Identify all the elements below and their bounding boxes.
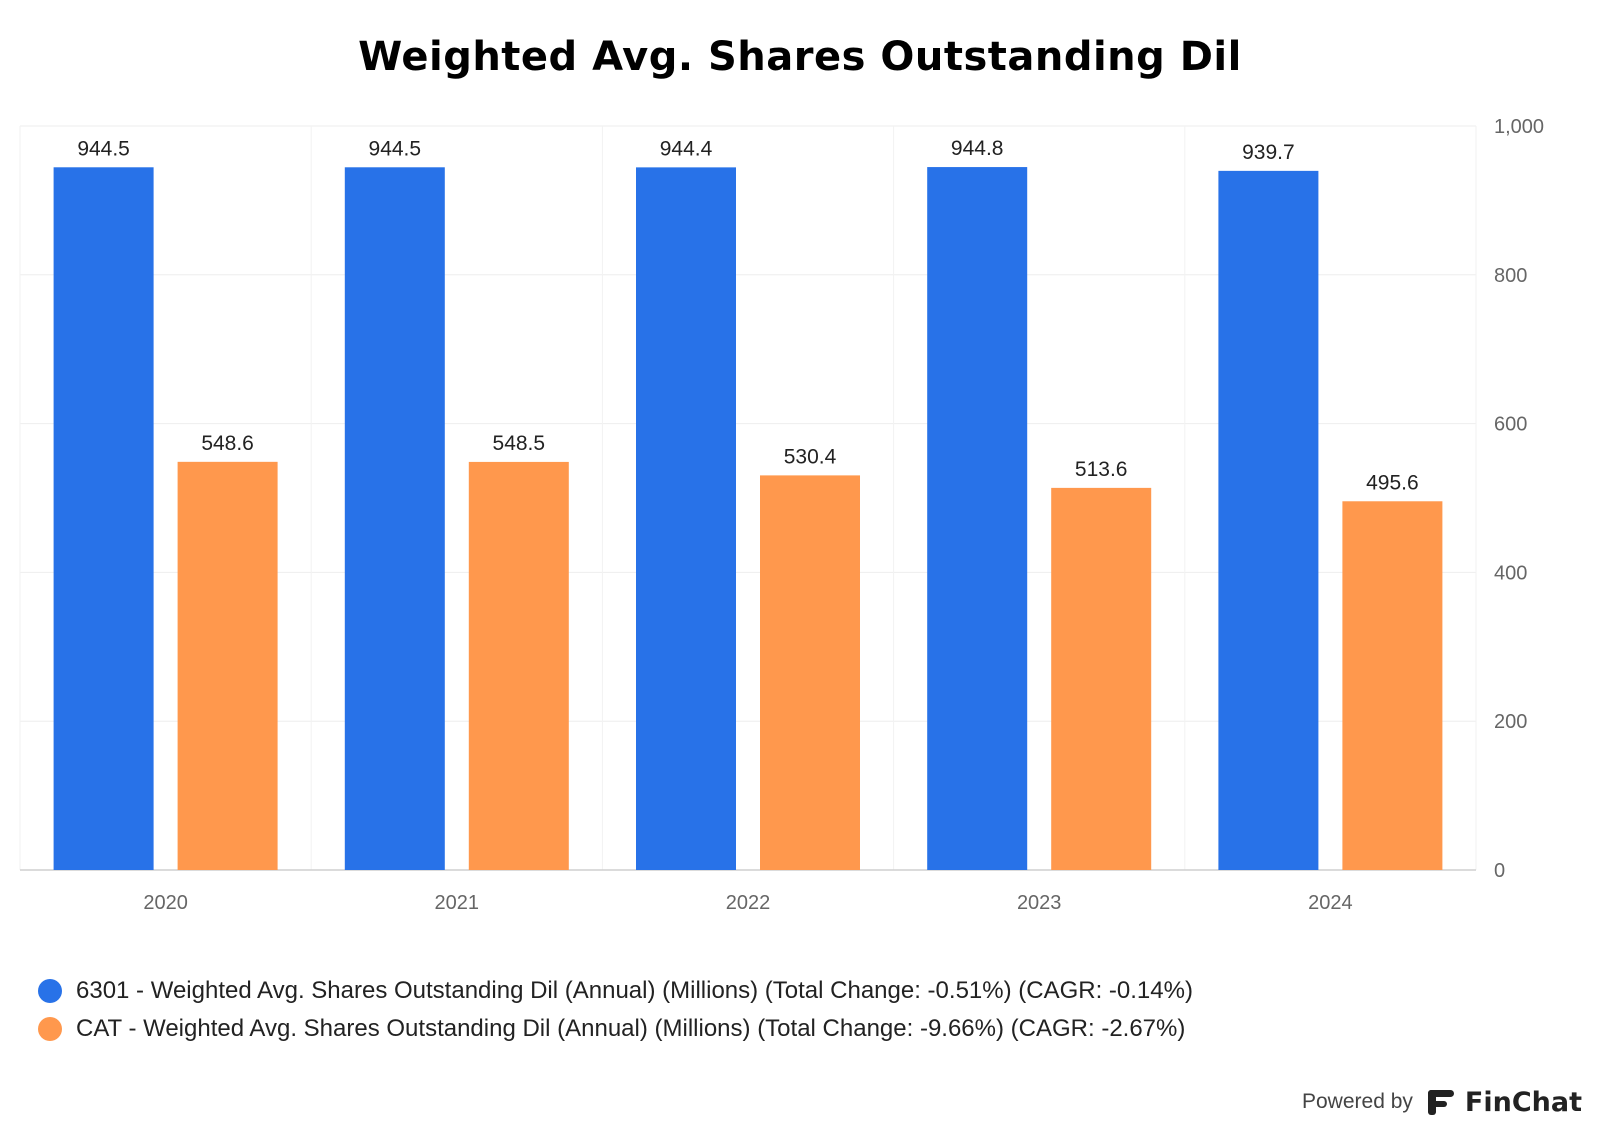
bar-value-label: 548.5	[493, 432, 546, 455]
powered-by-footer: Powered by FinChat	[1302, 1086, 1582, 1118]
legend-marker-icon	[38, 1017, 62, 1041]
x-tick-label: 2021	[435, 892, 480, 914]
legend-label: CAT - Weighted Avg. Shares Outstanding D…	[76, 1015, 1186, 1042]
y-tick-label: 0	[1494, 860, 1505, 882]
bar-value-label: 944.8	[951, 137, 1004, 160]
y-tick-label: 1,000	[1494, 116, 1544, 138]
bar-series-1-2022[interactable]	[636, 167, 736, 870]
y-axis-ticks: 0 200 400 600 800 1,000	[1494, 116, 1544, 882]
bar-value-label: 944.5	[369, 137, 422, 160]
finchat-logo-icon	[1427, 1090, 1454, 1115]
legend-item-series-2[interactable]: CAT - Weighted Avg. Shares Outstanding D…	[38, 1010, 1193, 1048]
finchat-brand: FinChat	[1464, 1086, 1582, 1118]
bar-value-label: 944.4	[660, 137, 713, 160]
y-tick-label: 800	[1494, 265, 1527, 287]
bar-value-label: 513.6	[1075, 458, 1128, 481]
bar-series-2-2024[interactable]	[1342, 501, 1443, 870]
bar-value-label: 495.6	[1366, 471, 1419, 494]
x-tick-label: 2024	[1308, 892, 1353, 914]
y-tick-label: 600	[1494, 414, 1527, 436]
x-tick-label: 2020	[143, 892, 188, 914]
legend: 6301 - Weighted Avg. Shares Outstanding …	[38, 972, 1193, 1048]
x-axis-ticks: 2020 2021 2022 2023 2024	[143, 892, 1352, 914]
y-tick-label: 400	[1494, 562, 1527, 584]
bar-series-2-2021[interactable]	[468, 461, 569, 870]
bar-series-1-2023[interactable]	[927, 167, 1028, 871]
x-tick-label: 2022	[726, 892, 771, 914]
bar-series-1-2024[interactable]	[1218, 170, 1319, 870]
bar-series-1-2021[interactable]	[344, 167, 445, 871]
bar-value-labels: 944.5 548.6 944.5 548.5 944.4 530.4 944.8 513.6…	[77, 137, 1418, 494]
bar-value-label: 530.4	[784, 445, 837, 468]
chart-title: Weighted Avg. Shares Outstanding Dil	[358, 34, 1242, 80]
bar-value-label: 548.6	[201, 432, 254, 455]
powered-by-text: Powered by	[1302, 1090, 1413, 1113]
bars	[53, 167, 1443, 871]
bar-value-label: 939.7	[1242, 141, 1295, 164]
bar-value-label: 944.5	[77, 137, 130, 160]
x-tick-label: 2023	[1017, 892, 1062, 914]
bar-series-2-2020[interactable]	[177, 461, 278, 870]
bar-series-2-2023[interactable]	[1051, 487, 1152, 870]
y-tick-label: 200	[1494, 711, 1527, 733]
bar-series-1-2020[interactable]	[53, 167, 154, 871]
legend-item-series-1[interactable]: 6301 - Weighted Avg. Shares Outstanding …	[38, 972, 1193, 1010]
legend-label: 6301 - Weighted Avg. Shares Outstanding …	[76, 977, 1193, 1004]
bar-chart: 944.5 548.6 944.5 548.5 944.4 530.4 944.8 513.6…	[19, 116, 1544, 914]
bar-series-2-2022[interactable]	[760, 475, 860, 870]
legend-marker-icon	[38, 979, 62, 1003]
